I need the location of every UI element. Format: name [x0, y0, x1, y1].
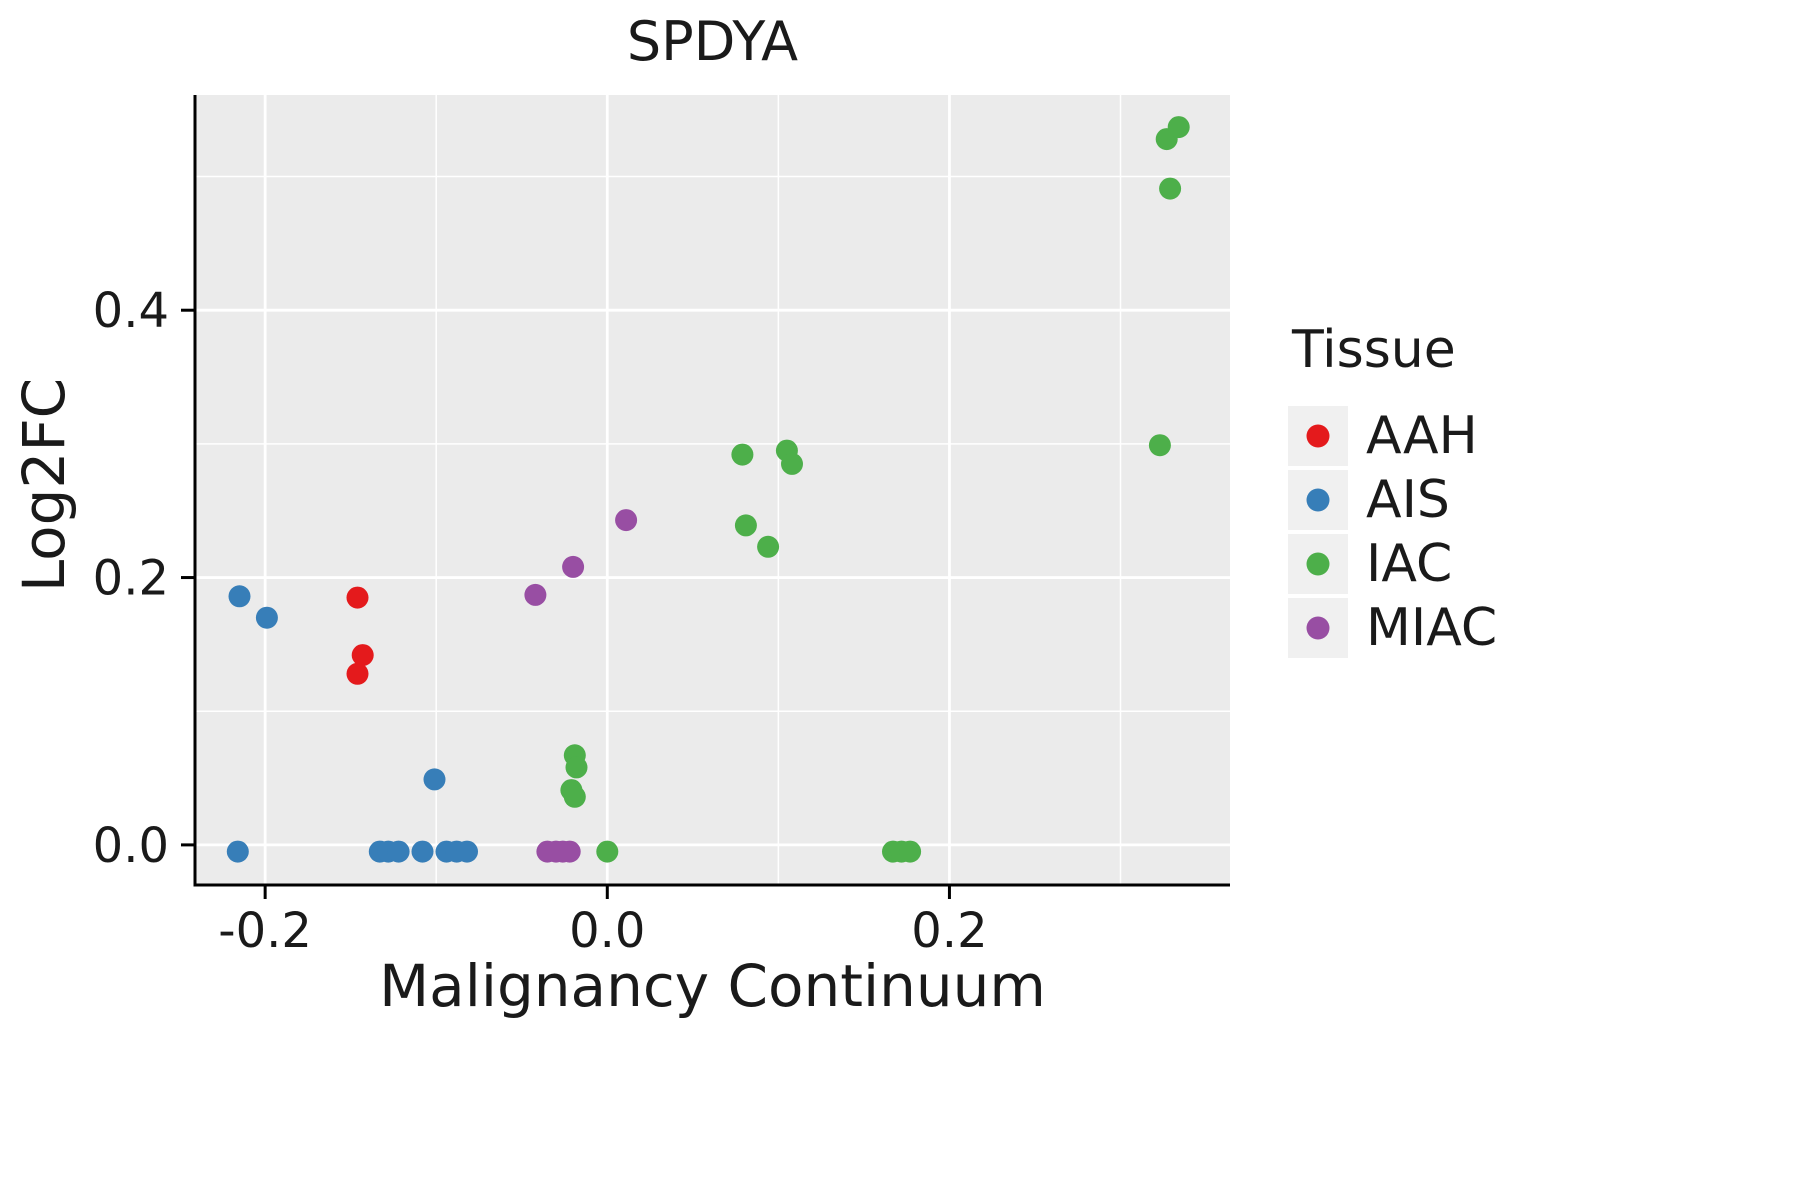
legend-label: MIAC: [1366, 598, 1498, 658]
legend-entry-aah: AAH: [1288, 406, 1497, 466]
point-ais: [387, 840, 410, 863]
point-iac: [781, 452, 803, 475]
legend-entry-iac: IAC: [1288, 534, 1497, 594]
legend-key: [1288, 470, 1348, 530]
x-axis-title: Malignancy Continuum: [379, 952, 1046, 1020]
point-iac: [757, 535, 780, 558]
y-axis-title: Log2FC: [10, 377, 78, 593]
legend-label: AAH: [1366, 406, 1478, 466]
point-ais: [226, 840, 249, 863]
point-iac: [563, 785, 586, 808]
plot-panel: [195, 95, 1230, 885]
point-iac: [734, 514, 757, 537]
y-tick-label: 0.4: [93, 283, 169, 339]
point-iac: [1159, 177, 1182, 200]
legend-entries: AAH AIS IAC MIAC: [1288, 406, 1497, 658]
point-iac: [1148, 434, 1171, 457]
y-tick-label: 0.2: [93, 551, 169, 607]
point-iac: [899, 840, 922, 863]
legend-entry-ais: AIS: [1288, 470, 1497, 530]
point-ais: [255, 606, 278, 629]
x-tick-label: 0.2: [911, 903, 987, 959]
point-aah: [351, 644, 374, 667]
point-ais: [228, 585, 251, 608]
point-miac: [524, 583, 547, 606]
legend-dot-aah: [1306, 424, 1330, 448]
legend-key: [1288, 534, 1348, 594]
x-tick-label: 0.0: [569, 903, 645, 959]
legend-title: Tissue: [1292, 320, 1456, 380]
point-ais: [411, 840, 434, 863]
legend-dot-ais: [1306, 488, 1330, 512]
y-tick-label: 0.0: [93, 818, 169, 874]
point-iac: [565, 756, 588, 779]
legend-dot-miac: [1306, 616, 1330, 640]
point-ais: [456, 840, 478, 863]
legend-entry-miac: MIAC: [1288, 598, 1497, 658]
point-aah: [346, 586, 369, 609]
point-ais: [423, 768, 446, 791]
point-miac: [562, 555, 585, 578]
legend-dot-iac: [1306, 552, 1330, 576]
legend-key: [1288, 598, 1348, 658]
point-iac: [1167, 116, 1190, 139]
point-aah: [346, 662, 369, 685]
legend-label: AIS: [1366, 470, 1450, 530]
legend: Tissue AAH AIS IAC MIAC: [1288, 320, 1497, 662]
legend-key: [1288, 406, 1348, 466]
point-iac: [596, 840, 619, 863]
x-tick-label: -0.2: [218, 903, 312, 959]
point-miac: [615, 509, 638, 532]
chart-title: SPDYA: [626, 10, 799, 73]
legend-label: IAC: [1366, 534, 1453, 594]
point-miac: [558, 840, 581, 863]
point-iac: [731, 443, 754, 466]
